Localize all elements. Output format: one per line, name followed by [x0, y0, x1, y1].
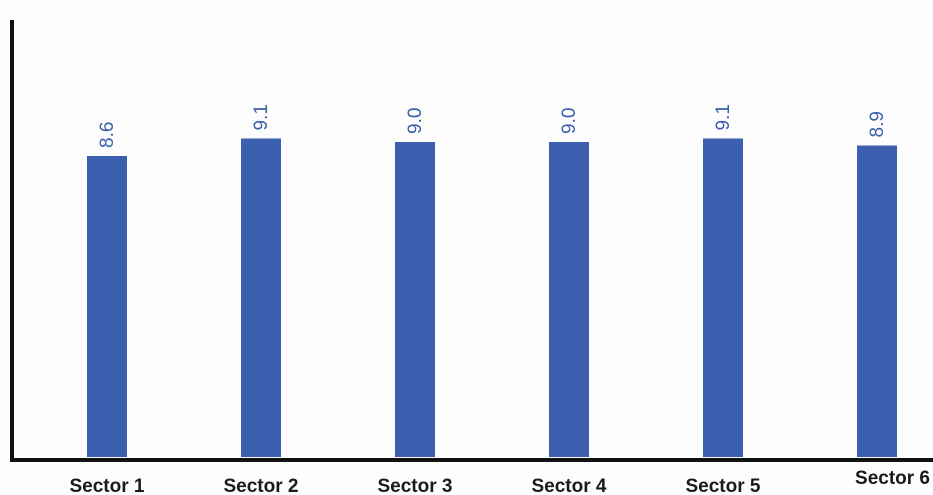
data-label-3: 9.0	[405, 108, 426, 134]
x-tick-label-2: Sector 2	[224, 476, 299, 495]
bar-3	[395, 142, 435, 457]
data-label-5: 9.1	[713, 104, 734, 130]
x-tick-label-6: Sector 6	[855, 468, 930, 489]
bar-2	[241, 138, 281, 457]
data-label-1: 8.6	[97, 122, 118, 148]
bar-4	[549, 142, 589, 457]
bar-6	[857, 145, 897, 457]
x-tick-label-5: Sector 5	[686, 476, 761, 495]
data-label-6: 8.9	[867, 111, 888, 137]
x-tick-labels-group: Sector 1 Sector 2 Sector 3 Sector 4 Sector 5…	[70, 468, 930, 495]
x-tick-label-4: Sector 4	[532, 476, 607, 495]
bars-group	[87, 138, 897, 457]
x-tick-label-3: Sector 3	[378, 476, 453, 495]
bar-1	[87, 156, 127, 457]
data-label-4: 9.0	[559, 108, 580, 134]
bar-5	[703, 138, 743, 457]
data-label-2: 9.1	[251, 104, 272, 130]
data-labels-group: 8.6 9.1 9.0 9.0 9.1 8.9	[97, 104, 888, 148]
x-tick-label-1: Sector 1	[70, 476, 145, 495]
